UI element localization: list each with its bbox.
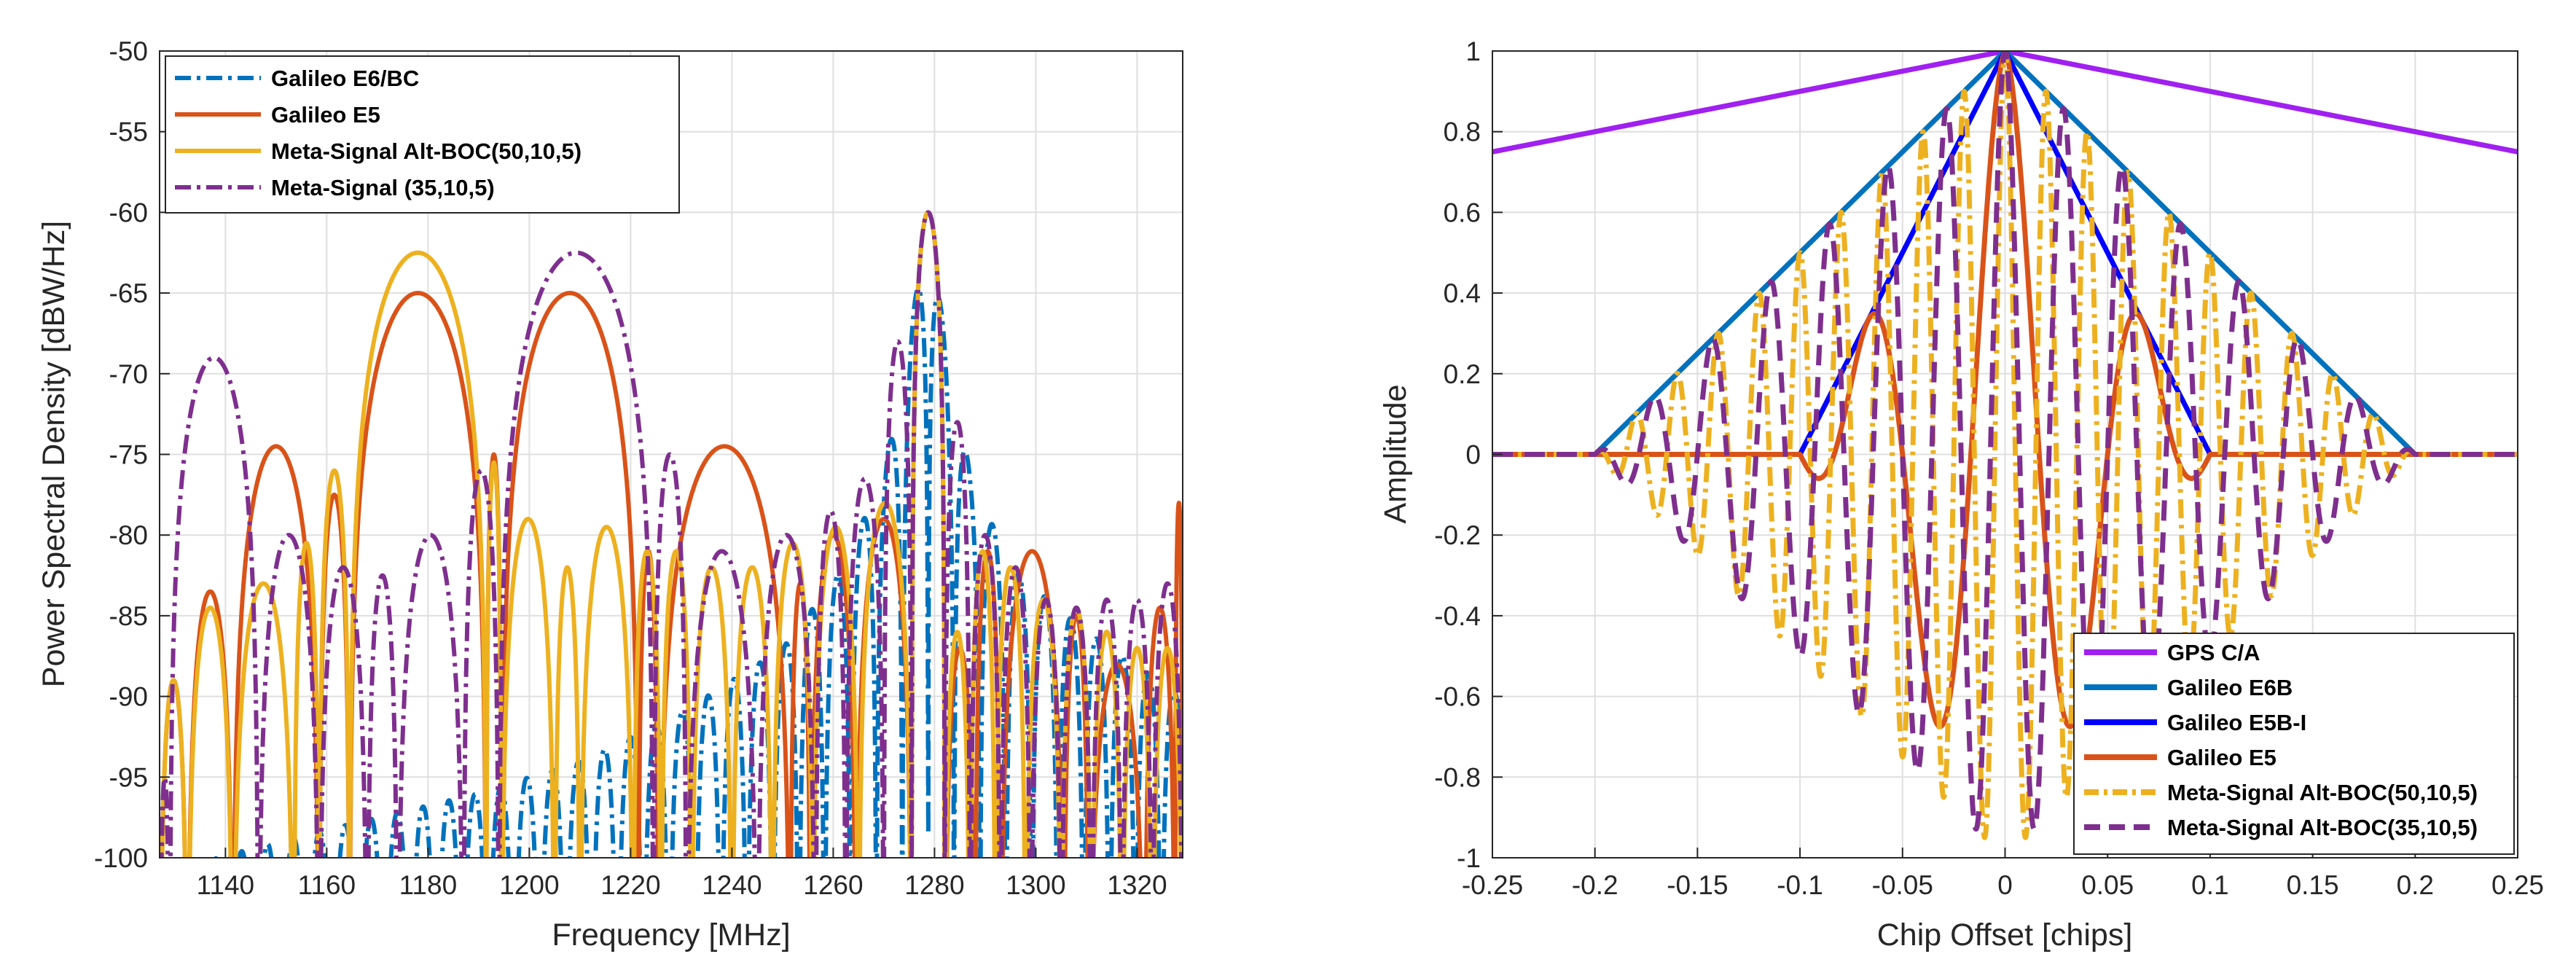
y-tick-label: 0 bbox=[1465, 440, 1481, 470]
acf-legend: GPS C/A Galileo E6B Galileo E5B-I Galileo E… bbox=[2073, 633, 2515, 855]
x-tick-label: 1220 bbox=[600, 870, 660, 900]
legend-label-galileo-e5: Galileo E5 bbox=[271, 102, 380, 128]
x-tick-label: 0 bbox=[1997, 870, 2013, 900]
x-tick-label: -0.25 bbox=[1462, 870, 1523, 900]
y-tick-label: -100 bbox=[94, 843, 148, 873]
y-tick-label: -0.6 bbox=[1434, 682, 1481, 712]
series-galileo-e6b bbox=[1492, 51, 2518, 457]
x-tick-label: -0.1 bbox=[1777, 870, 1823, 900]
acf-legend-box bbox=[2073, 633, 2515, 855]
y-tick-label: -80 bbox=[109, 520, 148, 550]
legend-label-galileo-e6b: Galileo E6B bbox=[2167, 675, 2293, 700]
x-tick-label: 0.05 bbox=[2081, 870, 2134, 900]
x-tick-label: 1280 bbox=[904, 870, 964, 900]
y-tick-label: 0.8 bbox=[1444, 117, 1481, 147]
series-meta-signal-35-10-5 bbox=[160, 210, 1183, 858]
acf-y-axis-label: Amplitude bbox=[1378, 384, 1413, 523]
x-tick-label: 0.2 bbox=[2397, 870, 2434, 900]
x-tick-label: -0.2 bbox=[1572, 870, 1618, 900]
series-meta-signal-alt-boc-50-10-5 bbox=[1492, 51, 2518, 840]
y-tick-label: -95 bbox=[109, 762, 148, 792]
x-tick-label: 1140 bbox=[197, 870, 255, 900]
y-tick-label: -85 bbox=[109, 601, 148, 631]
legend-label-galileo-e5b-i: Galileo E5B-I bbox=[2167, 710, 2306, 735]
y-tick-label: 0.6 bbox=[1444, 197, 1481, 227]
psd-x-ticks: 1140 1160 1180 1200 1220 1240 1260 1280 1300 1320 bbox=[197, 848, 1167, 900]
x-tick-label: 0.1 bbox=[2191, 870, 2228, 900]
acf-x-ticks: -0.25 -0.2 -0.15 -0.1 -0.05 0 0.05 0.1 0.15 0.2 0.… bbox=[1462, 848, 2544, 900]
y-tick-label: -1 bbox=[1457, 843, 1481, 873]
psd-chart: 1140 1160 1180 1200 1220 1240 1260 1280 1300 1320… bbox=[36, 36, 1183, 953]
x-tick-label: 1160 bbox=[298, 870, 356, 900]
x-tick-label: 1240 bbox=[702, 870, 762, 900]
acf-chart: -0.25 -0.2 -0.15 -0.1 -0.05 0 0.05 0.1 0.15 0.2 0.… bbox=[1378, 36, 2544, 953]
y-tick-label: -60 bbox=[109, 197, 148, 227]
acf-y-ticks: -1 -0.8 -0.6 -0.4 -0.2 0 0.2 0.4 0.6 0.8 1 bbox=[1434, 36, 1503, 873]
y-tick-label: -0.4 bbox=[1434, 601, 1481, 631]
legend-label-meta-signal-alt-boc-50-10-5: Meta-Signal Alt-BOC(50,10,5) bbox=[2167, 780, 2478, 805]
x-tick-label: 1260 bbox=[803, 870, 863, 900]
psd-y-ticks: -100 -95 -90 -85 -80 -75 -70 -65 -60 -55 -50 bbox=[94, 36, 170, 873]
x-tick-label: 1320 bbox=[1107, 870, 1167, 900]
y-tick-label: -50 bbox=[109, 36, 148, 66]
psd-legend: Galileo E6/BC Galileo E5 Meta-Signal Alt-B… bbox=[165, 55, 680, 214]
y-tick-label: 0.2 bbox=[1444, 359, 1481, 389]
x-tick-label: 1300 bbox=[1006, 870, 1065, 900]
acf-series-group bbox=[1492, 51, 2518, 840]
series-meta-signal-alt-boc-50-10-5 bbox=[160, 210, 1183, 858]
x-tick-label: 1200 bbox=[499, 870, 559, 900]
acf-x-axis-label: Chip Offset [chips] bbox=[1877, 918, 2133, 953]
legend-label-meta-signal-alt-boc-35-10-5: Meta-Signal Alt-BOC(35,10,5) bbox=[2167, 815, 2478, 840]
x-tick-label: -0.15 bbox=[1667, 870, 1728, 900]
y-tick-label: 0.4 bbox=[1444, 278, 1481, 308]
series-galileo-e5 bbox=[1492, 51, 2518, 730]
legend-label-meta-signal-alt-boc-50-10-5: Meta-Signal Alt-BOC(50,10,5) bbox=[271, 138, 582, 164]
x-tick-label: 0.25 bbox=[2491, 870, 2544, 900]
x-tick-label: 1180 bbox=[399, 870, 458, 900]
series-galileo-e5 bbox=[160, 210, 1183, 858]
y-tick-label: -75 bbox=[109, 440, 148, 470]
series-meta-signal-alt-boc-35-10-5 bbox=[1492, 51, 2518, 832]
legend-label-meta-signal-35-10-5: Meta-Signal (35,10,5) bbox=[271, 175, 495, 200]
psd-y-axis-label: Power Spectral Density [dBW/Hz] bbox=[36, 221, 71, 687]
series-gps-c-a bbox=[1492, 51, 2518, 155]
y-tick-label: -90 bbox=[109, 682, 148, 712]
y-tick-label: -0.8 bbox=[1434, 762, 1481, 792]
y-tick-label: 1 bbox=[1465, 36, 1481, 66]
y-tick-label: -0.2 bbox=[1434, 520, 1481, 550]
legend-label-gps-c-a: GPS C/A bbox=[2167, 640, 2260, 665]
y-tick-label: -55 bbox=[109, 117, 148, 147]
x-tick-label: -0.05 bbox=[1872, 870, 1933, 900]
x-tick-label: 0.15 bbox=[2287, 870, 2339, 900]
psd-series-group bbox=[160, 210, 1183, 858]
psd-x-axis-label: Frequency [MHz] bbox=[552, 918, 790, 953]
legend-label-galileo-e6-bc: Galileo E6/BC bbox=[271, 66, 419, 91]
legend-label-galileo-e5: Galileo E5 bbox=[2167, 745, 2276, 770]
y-tick-label: -65 bbox=[109, 278, 148, 308]
y-tick-label: -70 bbox=[109, 359, 148, 389]
